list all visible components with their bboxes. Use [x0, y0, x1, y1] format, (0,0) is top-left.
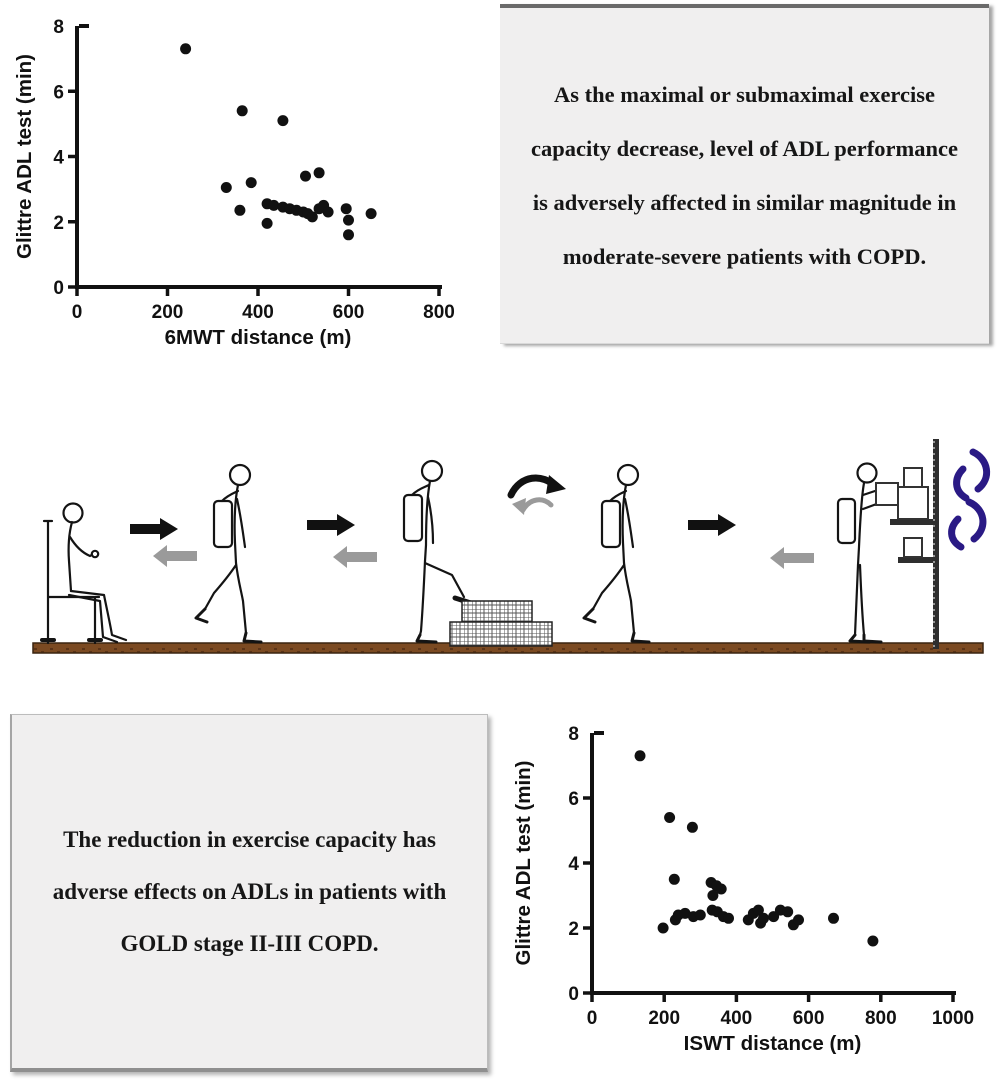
data-point: [268, 199, 280, 211]
data-point: [758, 912, 769, 924]
axes: 0 200 400 600 800 1000 0 2 4 6 8: [568, 724, 974, 1029]
box-rotation-arrows-icon: [948, 448, 991, 551]
data-points: [634, 750, 879, 947]
y-tick-label: 6: [568, 789, 579, 810]
wall-post-icon: [933, 439, 939, 649]
conclusion-box-top: As the maximal or submaximal exercise ca…: [500, 4, 989, 344]
y-tick-label: 0: [53, 278, 64, 299]
x-tick-label: 800: [423, 302, 455, 323]
walking-patient-backpack-figure: [194, 463, 263, 644]
x-tick-label: 200: [152, 302, 184, 323]
shelf-with-boxes-icon: [875, 467, 934, 563]
data-point: [668, 873, 680, 885]
data-point: [707, 890, 719, 901]
data-point: [793, 914, 804, 926]
y-tick-label: 2: [568, 919, 579, 940]
y-tick-label: 0: [568, 984, 579, 1005]
data-point: [340, 203, 352, 215]
data-point: [343, 229, 354, 241]
data-point: [679, 907, 691, 919]
data-point: [768, 911, 780, 923]
return-arrow-icon: [153, 545, 197, 567]
forward-arrow-icon: [688, 514, 736, 536]
data-point: [828, 912, 839, 924]
data-point: [245, 177, 257, 189]
data-point: [236, 105, 248, 117]
data-point: [300, 170, 311, 182]
axes: 0 200 400 600 800 0 2 4 6 8: [53, 17, 454, 323]
y-axis-title: Glittre ADL test (min): [512, 760, 535, 965]
y-tick-label: 6: [53, 82, 64, 103]
data-point: [664, 812, 676, 823]
y-axis-title: Glittre ADL test (min): [13, 54, 36, 259]
x-tick-label: 600: [793, 1008, 825, 1029]
scatter-plot-6mwt: 0 200 400 600 800 0 2 4 6 8 6MWT distance (m) Glitt…: [13, 17, 455, 349]
x-tick-label: 0: [587, 1008, 598, 1029]
scatter-plot-iswt: 0 200 400 600 800 1000 0 2 4 6 8 ISWT distance (m) G…: [512, 724, 974, 1055]
data-point: [694, 909, 706, 921]
forward-arrow-icon: [130, 518, 178, 540]
data-point: [686, 821, 698, 833]
x-tick-label: 1000: [932, 1008, 974, 1029]
y-tick-label: 2: [53, 213, 64, 234]
data-points: [180, 43, 377, 241]
y-tick-label: 8: [53, 17, 64, 38]
data-point: [313, 167, 325, 179]
data-point: [782, 906, 794, 918]
y-tick-label: 4: [53, 148, 64, 169]
x-axis-title: ISWT distance (m): [684, 1032, 862, 1055]
x-tick-label: 400: [721, 1008, 753, 1029]
y-tick-label: 4: [568, 854, 579, 875]
data-point: [234, 204, 246, 216]
data-point: [867, 935, 879, 947]
conclusion-box-bottom: The reduction in exercise capacity has a…: [10, 714, 488, 1072]
conclusion-top-text: As the maximal or submaximal exercise ca…: [531, 81, 958, 269]
x-axis-title: 6MWT distance (m): [165, 326, 352, 349]
data-point: [180, 43, 192, 55]
data-point: [723, 912, 734, 924]
x-tick-label: 800: [865, 1008, 897, 1029]
data-point: [322, 206, 334, 218]
x-tick-label: 600: [333, 302, 365, 323]
data-point: [220, 182, 232, 193]
y-tick-label: 8: [568, 724, 579, 745]
return-arrow-icon: [333, 546, 377, 568]
data-point: [277, 115, 289, 127]
data-point: [715, 883, 727, 895]
x-tick-label: 200: [648, 1008, 680, 1029]
turn-arrows-icon: [507, 474, 566, 515]
seated-patient-figure: [40, 502, 128, 645]
return-arrow-icon: [770, 547, 814, 569]
glittre-test-sequence-diagram: [32, 439, 991, 654]
x-tick-label: 0: [72, 302, 83, 323]
x-tick-label: 400: [242, 302, 274, 323]
data-point: [261, 217, 273, 229]
data-point: [365, 208, 377, 220]
data-point: [343, 214, 354, 226]
data-point: [752, 904, 764, 916]
data-point: [306, 211, 318, 223]
conclusion-bottom-text: The reduction in exercise capacity has a…: [52, 826, 447, 956]
data-point: [634, 750, 646, 762]
brick-step-icon: [449, 600, 553, 647]
forward-arrow-icon: [307, 514, 355, 536]
data-point: [657, 922, 669, 934]
